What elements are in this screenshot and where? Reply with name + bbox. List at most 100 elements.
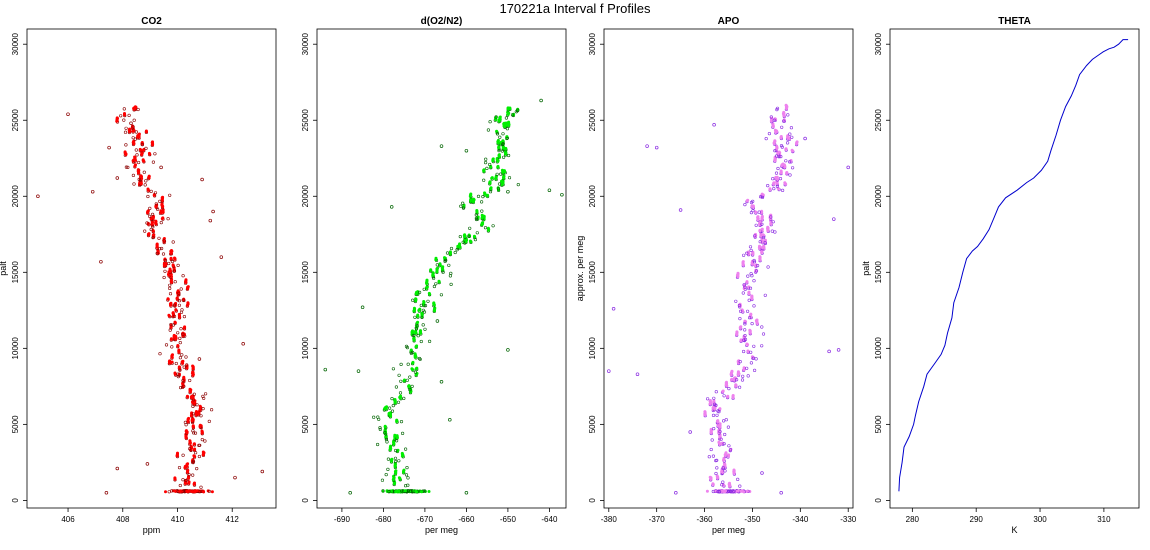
theta-y-tick-label: 10000 — [874, 337, 883, 360]
co2-sample-point — [168, 193, 172, 197]
o2n2-y-tick-label: 25000 — [301, 109, 310, 132]
o2n2-sample-point — [393, 433, 397, 437]
co2-sample-point — [179, 310, 184, 314]
o2n2-sample-point — [412, 333, 416, 338]
co2-sample-point — [162, 275, 166, 280]
co2-sample-point — [139, 174, 143, 178]
co2-sample-point — [200, 429, 204, 433]
co2-sample-point — [144, 129, 148, 133]
co2-y-tick-label: 30000 — [11, 33, 20, 56]
o2n2-sample-point — [419, 339, 423, 344]
o2n2-sample-point — [418, 357, 422, 361]
apo-sample-point — [745, 251, 749, 255]
apo-sample-point — [736, 489, 740, 493]
co2-sample-point — [144, 146, 148, 150]
apo-x-tick-label: -330 — [840, 515, 857, 524]
apo-sample-point — [749, 272, 753, 276]
o2n2-outlier-point — [389, 205, 394, 209]
apo-sample-point — [754, 357, 758, 361]
o2n2-x-tick-label: -690 — [334, 515, 351, 524]
o2n2-sample-point — [484, 157, 488, 161]
apo-y-tick-label: 15000 — [588, 261, 597, 284]
o2n2-outlier-point — [323, 367, 328, 372]
co2-sample-point — [195, 489, 199, 493]
apo-sample-point — [757, 210, 761, 214]
apo-sample-point — [783, 181, 787, 185]
co2-sample-point — [170, 489, 174, 493]
co2-sample-point — [131, 136, 135, 140]
apo-sample-point — [758, 220, 762, 224]
theta-x-tick-label: 290 — [970, 515, 984, 524]
o2n2-sample-point — [502, 169, 506, 173]
o2n2-outlier-point — [464, 491, 469, 495]
apo-y-label: approx. per meg — [575, 236, 585, 302]
co2-sample-point — [179, 386, 183, 390]
apo-sample-point — [772, 187, 776, 191]
apo-sample-point — [783, 163, 786, 167]
o2n2-sample-point — [473, 238, 478, 242]
co2-sample-point — [199, 485, 203, 489]
co2-sample-point — [145, 221, 149, 225]
o2n2-sample-point — [420, 490, 423, 494]
o2n2-sample-point — [408, 388, 412, 392]
co2-sample-point — [164, 343, 169, 347]
co2-sample-point — [168, 328, 172, 332]
co2-sample-point — [178, 356, 182, 360]
apo-sample-point — [773, 117, 777, 121]
apo-sample-point — [760, 192, 764, 196]
o2n2-sample-point — [415, 344, 419, 348]
o2n2-sample-point — [502, 121, 506, 125]
apo-sample-point — [736, 271, 740, 275]
co2-sample-point — [143, 229, 147, 233]
apo-sample-point — [750, 294, 754, 298]
co2-sample-point — [184, 355, 188, 359]
apo-sample-point — [724, 489, 727, 493]
o2n2-sample-point — [495, 172, 499, 176]
apo-sample-point — [732, 468, 736, 472]
apo-sample-point — [773, 149, 777, 153]
o2n2-title: d(O2/N2) — [421, 16, 463, 27]
apo-sample-point — [743, 337, 748, 342]
apo-sample-point — [727, 387, 731, 391]
co2-sample-point — [177, 348, 181, 352]
apo-sample-point — [751, 204, 755, 208]
o2n2-sample-point — [500, 149, 505, 153]
co2-sample-point — [152, 193, 156, 196]
apo-outlier-point — [607, 369, 611, 373]
apo-outlier-point — [803, 136, 807, 141]
co2-sample-point — [192, 392, 196, 396]
o2n2-sample-point — [416, 320, 420, 324]
o2n2-sample-point — [501, 142, 505, 146]
co2-sample-point — [169, 337, 173, 341]
apo-sample-point — [750, 322, 754, 326]
o2n2-sample-point — [426, 299, 430, 303]
apo-sample-point — [784, 103, 788, 107]
co2-outlier-point — [115, 176, 120, 180]
co2-y-tick-label: 15000 — [11, 261, 20, 284]
co2-sample-point — [176, 331, 180, 335]
o2n2-sample-point — [404, 484, 408, 488]
o2n2-x-tick-label: -680 — [375, 515, 392, 524]
co2-sample-point — [143, 183, 147, 187]
apo-sample-point — [705, 397, 710, 401]
co2-sample-point — [170, 259, 174, 264]
o2n2-sample-point — [425, 285, 429, 289]
apo-sample-point — [745, 309, 750, 313]
o2n2-sample-point — [411, 360, 415, 364]
co2-plot-frame — [26, 28, 277, 509]
o2n2-sample-point — [499, 172, 503, 176]
o2n2-sample-point — [468, 226, 472, 230]
co2-sample-point — [182, 315, 186, 319]
o2n2-sample-point — [400, 451, 404, 455]
co2-sample-point — [177, 365, 181, 369]
o2n2-sample-point — [425, 278, 429, 282]
co2-outlier-point — [233, 475, 237, 480]
o2n2-sample-point — [407, 384, 411, 388]
o2n2-sample-point — [421, 323, 425, 327]
apo-sample-point — [714, 471, 718, 476]
o2n2-sample-point — [394, 448, 398, 453]
o2n2-sample-point — [394, 460, 398, 464]
apo-x-tick-label: -380 — [601, 515, 618, 524]
co2-sample-point — [181, 379, 185, 383]
apo-sample-point — [741, 374, 745, 378]
